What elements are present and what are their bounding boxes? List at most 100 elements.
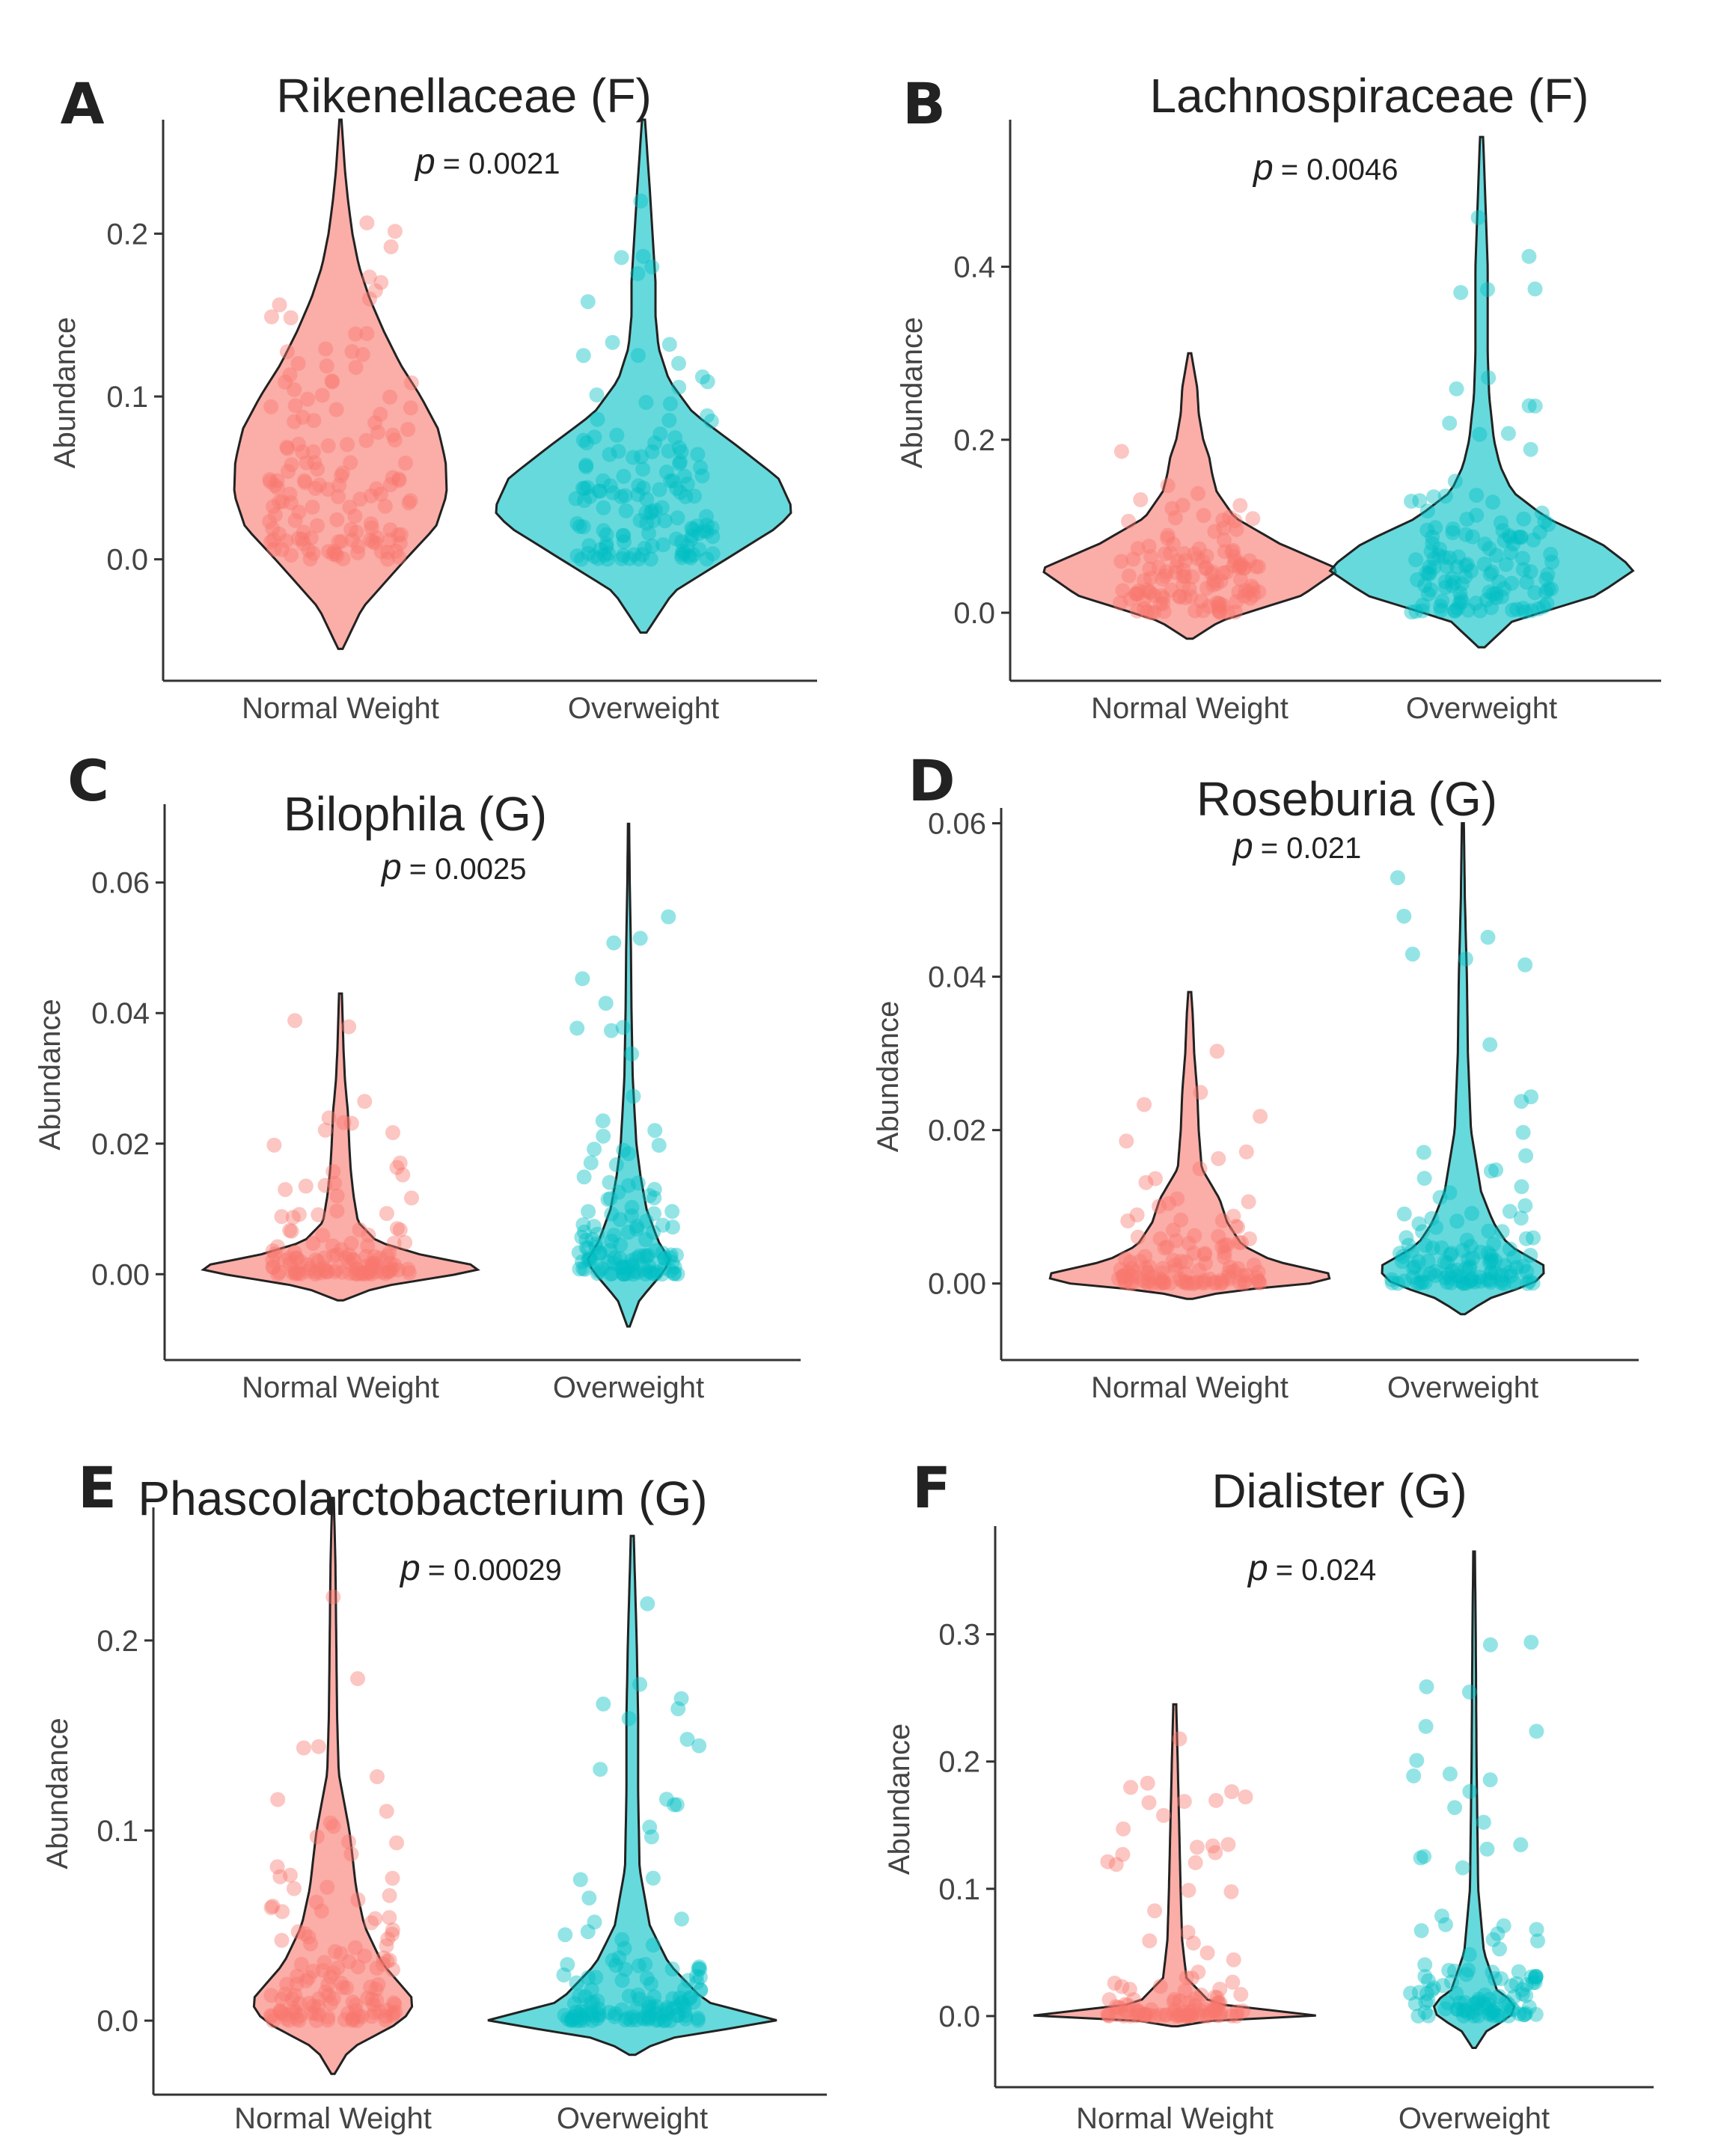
data-point-overweight [604,1266,620,1281]
data-point-overweight [1403,1985,1419,2001]
data-point-overweight [569,548,585,563]
data-point-overweight [676,545,692,561]
data-point-overweight [1461,1261,1477,1276]
data-point-normal-weight [1238,1789,1253,1804]
data-point-normal-weight [311,1262,327,1278]
data-point-overweight [1506,2002,1521,2018]
data-point-overweight [611,1184,626,1200]
data-point-normal-weight [282,486,298,502]
data-point-overweight [602,447,617,462]
data-point-normal-weight [1169,2008,1185,2024]
data-point-normal-weight [1253,1109,1268,1124]
data-point-overweight [1410,1275,1425,1291]
data-point-overweight [1419,522,1435,538]
data-point-overweight [1515,551,1530,566]
data-point-normal-weight [388,2004,403,2020]
data-point-normal-weight [303,2006,319,2021]
data-point-overweight [1437,574,1453,589]
data-point-overweight [1518,2006,1534,2021]
data-point-normal-weight [287,1245,302,1261]
data-point-overweight [1541,581,1556,597]
data-point-normal-weight [1212,596,1228,611]
data-point-overweight [576,2012,592,2028]
data-point-overweight [1515,1986,1530,2002]
data-point-normal-weight [1182,2004,1197,2020]
data-point-overweight [665,473,681,489]
data-point-overweight [655,1217,670,1233]
data-point-normal-weight [1226,558,1241,574]
data-point-overweight [564,2012,580,2027]
data-point-overweight [1483,1253,1499,1269]
data-point-overweight [674,550,690,566]
data-point-normal-weight [1193,593,1209,609]
data-point-normal-weight [385,1125,400,1140]
data-point-normal-weight [344,1252,360,1267]
data-point-overweight [690,2010,706,2026]
data-point-normal-weight [1230,1219,1246,1235]
data-point-normal-weight [284,548,299,563]
data-point-normal-weight [1204,2003,1220,2018]
data-point-overweight [1442,1766,1458,1782]
data-point-overweight [1416,1145,1431,1160]
data-point-normal-weight [287,414,302,429]
data-point-overweight [1449,2001,1465,2017]
data-point-normal-weight [1164,500,1180,516]
data-point-normal-weight [1137,1249,1153,1264]
data-point-overweight [1401,1237,1416,1253]
data-point-overweight [640,1596,655,1611]
data-point-normal-weight [365,534,380,550]
data-point-normal-weight [400,1261,416,1277]
data-point-overweight [1483,1264,1499,1280]
data-point-overweight [574,551,589,567]
data-point-normal-weight [349,524,364,540]
data-point-overweight [677,1982,693,1997]
data-point-overweight [1541,517,1556,532]
data-point-normal-weight [328,546,343,561]
data-point-overweight [1458,1967,1474,1982]
data-point-normal-weight [385,427,400,443]
data-point-overweight [1511,1964,1526,1979]
data-point-overweight [616,1267,632,1282]
data-point-overweight [1538,584,1553,600]
data-point-overweight [1416,1849,1432,1864]
data-point-normal-weight [1110,2000,1126,2015]
data-point-overweight [1422,565,1437,581]
data-point-normal-weight [1158,569,1173,584]
data-point-overweight [620,2010,635,2026]
data-point-overweight [635,547,650,563]
data-point-normal-weight [336,1115,352,1130]
data-point-normal-weight [1139,582,1155,598]
data-point-overweight [675,1995,691,2011]
data-point-normal-weight [287,1267,303,1281]
data-point-normal-weight [1141,539,1157,554]
data-point-overweight [604,1234,620,1249]
data-point-overweight [1458,1995,1473,2010]
data-point-normal-weight [262,472,278,488]
data-point-overweight [1420,1973,1436,1988]
y-tick-label: 0.3 [938,1619,980,1652]
data-point-normal-weight [265,1259,281,1275]
data-point-normal-weight [1235,1267,1250,1283]
data-point-overweight [669,1999,685,2015]
data-point-overweight [592,1245,608,1261]
data-point-overweight [1407,1996,1423,2012]
data-point-overweight [1405,1260,1421,1275]
data-point-normal-weight [1233,1235,1249,1250]
data-point-normal-weight [1170,1191,1185,1207]
data-point-overweight [596,1128,611,1144]
data-point-overweight [575,971,590,987]
y-axis-title: Abundance [883,1724,916,1875]
y-tick-label: 0.0 [106,544,148,577]
data-point-overweight [661,909,676,925]
data-point-normal-weight [287,398,303,414]
data-point-overweight [1479,592,1494,608]
data-point-normal-weight [324,373,340,389]
data-point-normal-weight [296,1740,311,1756]
data-point-normal-weight [1115,1270,1131,1284]
data-point-overweight [659,2000,675,2015]
data-point-overweight [1443,1270,1458,1286]
data-point-normal-weight [314,1903,329,1919]
data-point-normal-weight [269,473,285,489]
data-point-overweight [696,523,712,539]
data-point-overweight [1437,580,1453,595]
